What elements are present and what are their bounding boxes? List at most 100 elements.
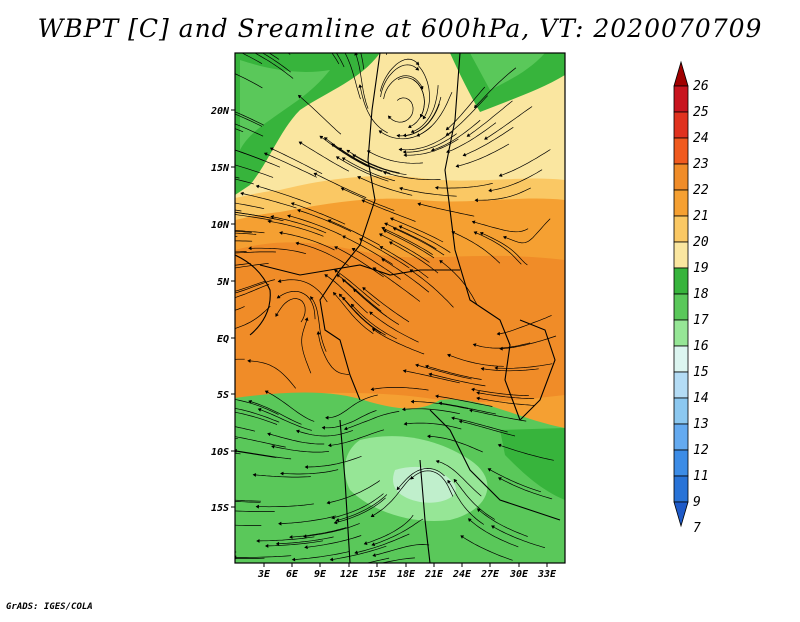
streamline-arrow bbox=[189, 318, 192, 321]
colorbar-swatch bbox=[674, 476, 688, 502]
colorbar-label: 14 bbox=[693, 391, 709, 406]
colorbar-label: 22 bbox=[693, 183, 709, 198]
streamline-arrow bbox=[181, 429, 184, 432]
streamline-arrow bbox=[220, 295, 223, 298]
colorbar-label: 23 bbox=[693, 157, 709, 172]
streamline-arrow bbox=[333, 567, 336, 570]
streamline bbox=[363, 7, 389, 55]
streamline-arrow bbox=[242, 42, 245, 45]
lon-label: 6E bbox=[286, 569, 299, 580]
streamline-arrow bbox=[218, 252, 221, 255]
colorbar-bottom-arrow bbox=[674, 502, 688, 526]
colorbar-label: 24 bbox=[693, 131, 709, 146]
streamline-arrow bbox=[229, 32, 232, 35]
warm-core bbox=[235, 242, 565, 402]
colorbar-swatch bbox=[674, 268, 688, 294]
colorbar-label: 21 bbox=[693, 209, 709, 224]
streamline-arrow bbox=[178, 289, 181, 292]
streamline-arrow bbox=[210, 39, 213, 42]
streamline bbox=[179, 302, 236, 312]
streamline-arrow bbox=[198, 420, 201, 423]
streamline-arrow bbox=[194, 228, 197, 231]
streamline-arrow bbox=[308, 23, 311, 26]
lon-label: 9E bbox=[314, 569, 327, 580]
colorbar-swatch bbox=[674, 164, 688, 190]
lon-label: 33E bbox=[537, 569, 557, 580]
streamline-arrow bbox=[189, 252, 192, 255]
streamline-arrow bbox=[187, 359, 190, 362]
lon-label: 27E bbox=[480, 569, 500, 580]
colorbar-swatch bbox=[674, 242, 688, 268]
lat-label: 20N bbox=[210, 106, 230, 117]
streamline bbox=[179, 551, 237, 553]
streamline-arrow bbox=[210, 63, 213, 66]
streamline-arrow bbox=[215, 301, 218, 304]
streamline-arrow bbox=[207, 197, 210, 200]
colorbar-label: 15 bbox=[693, 365, 709, 380]
colorbar-label: 7 bbox=[693, 521, 701, 536]
lat-label: 5S bbox=[217, 390, 229, 401]
streamline-arrow bbox=[210, 295, 213, 298]
streamline-arrow bbox=[183, 164, 186, 167]
colorbar-label: 19 bbox=[693, 261, 709, 276]
streamline-arrow bbox=[363, 7, 366, 10]
streamline-arrow bbox=[199, 230, 202, 233]
colorbar-label: 11 bbox=[693, 469, 709, 484]
streamline-arrow bbox=[212, 269, 215, 272]
streamline-arrow bbox=[203, 498, 206, 501]
colorbar-swatch bbox=[674, 450, 688, 476]
streamline-arrow bbox=[207, 557, 210, 560]
streamline-arrow bbox=[240, 24, 243, 27]
streamline-arrow bbox=[194, 268, 197, 271]
streamline-arrow bbox=[198, 169, 201, 172]
streamline bbox=[180, 234, 238, 236]
streamline bbox=[241, 26, 291, 55]
colorbar-label: 18 bbox=[693, 287, 709, 302]
streamline-arrow bbox=[300, 22, 303, 25]
streamline-arrow bbox=[209, 141, 212, 144]
streamline-arrow bbox=[189, 112, 192, 115]
colorbar-swatch bbox=[674, 138, 688, 164]
streamline bbox=[181, 431, 238, 439]
streamline-arrow bbox=[339, 19, 342, 22]
colorbar-swatch bbox=[674, 372, 688, 398]
lon-label: 12E bbox=[340, 569, 359, 580]
colorbar-swatch bbox=[674, 216, 688, 242]
lon-label: 18E bbox=[397, 569, 416, 580]
streamline-arrow bbox=[241, 25, 244, 28]
colorbar-swatch bbox=[674, 320, 688, 346]
colorbar-label: 25 bbox=[693, 105, 709, 120]
colorbar-label: 12 bbox=[693, 443, 709, 458]
streamline-arrow bbox=[207, 228, 210, 231]
streamline-arrow bbox=[195, 239, 198, 242]
lon-label: 30E bbox=[509, 569, 529, 580]
colorbar-swatch bbox=[674, 424, 688, 450]
lat-label: 10S bbox=[211, 447, 229, 458]
streamline-arrow bbox=[218, 159, 221, 162]
streamline-arrow bbox=[221, 409, 224, 412]
colorbar-top-arrow bbox=[674, 62, 688, 86]
wbpt-field bbox=[178, 7, 565, 570]
streamline-arrow bbox=[211, 102, 214, 105]
streamline-arrow bbox=[220, 330, 223, 333]
colorbar-swatch bbox=[674, 294, 688, 320]
lat-label: 15S bbox=[211, 503, 229, 514]
colorbar-swatch bbox=[674, 86, 688, 112]
colorbar-label: 26 bbox=[693, 79, 709, 94]
streamline-arrow bbox=[215, 211, 218, 214]
streamline-arrow bbox=[358, 566, 361, 569]
lat-label: 10N bbox=[211, 220, 230, 231]
streamline-arrow bbox=[179, 549, 182, 552]
streamline-arrow bbox=[204, 523, 207, 526]
streamline-arrow bbox=[203, 497, 206, 500]
lat-label: 15N bbox=[211, 163, 230, 174]
lat-label: EQ bbox=[217, 334, 229, 345]
streamline bbox=[240, 25, 290, 54]
colorbar-swatch bbox=[674, 398, 688, 424]
streamline-arrow bbox=[227, 210, 230, 213]
lon-label: 21E bbox=[424, 569, 444, 580]
colorbar-swatch bbox=[674, 346, 688, 372]
